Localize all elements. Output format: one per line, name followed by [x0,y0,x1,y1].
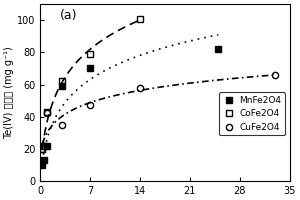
CuFe2O4 [138,87,142,89]
MnFe2O4 [46,144,49,147]
CuFe2O4 [40,148,44,150]
Line: MnFe2O4: MnFe2O4 [39,46,221,168]
CuFe2O4 [274,74,277,76]
Line: CoFe2O4: CoFe2O4 [39,16,143,152]
Line: CuFe2O4: CuFe2O4 [39,72,278,152]
Legend: MnFe2O4, CoFe2O4, CuFe2O4: MnFe2O4, CoFe2O4, CuFe2O4 [219,92,285,135]
MnFe2O4 [40,164,44,166]
CoFe2O4 [138,17,142,20]
CuFe2O4 [42,144,46,147]
CoFe2O4 [46,111,49,113]
CuFe2O4 [88,104,92,107]
CuFe2O4 [60,124,63,126]
MnFe2O4 [42,159,46,161]
CuFe2O4 [46,112,49,115]
CoFe2O4 [42,144,46,147]
MnFe2O4 [217,48,220,50]
MnFe2O4 [88,67,92,70]
CoFe2O4 [60,80,63,83]
Text: (a): (a) [60,9,78,22]
CoFe2O4 [40,148,44,150]
MnFe2O4 [60,85,63,87]
CoFe2O4 [88,53,92,55]
Y-axis label: Te(IV) 吸附量 (mg g⁻¹): Te(IV) 吸附量 (mg g⁻¹) [4,46,14,139]
